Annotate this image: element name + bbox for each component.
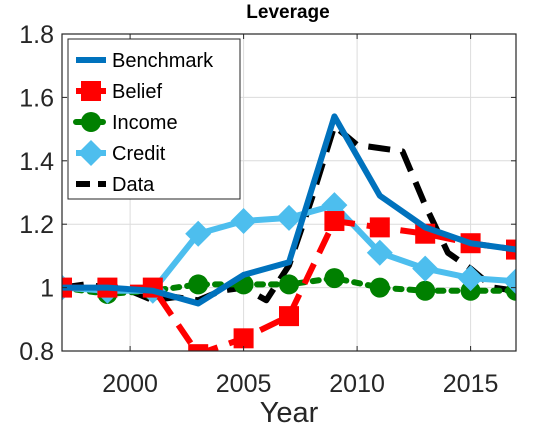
x-tick-label: 2015 — [443, 370, 499, 398]
data-point-circle — [279, 274, 299, 295]
data-point-circle — [369, 277, 390, 298]
data-point-square — [279, 306, 299, 327]
data-point-circle — [81, 112, 101, 132]
axis-ticks — [62, 33, 516, 352]
data-point-circle — [415, 280, 436, 301]
legend-item-credit: Credit — [76, 140, 166, 166]
legend: Benchmark Belief Income Credit Data — [67, 38, 241, 200]
y-tick-label: 1.2 — [19, 211, 54, 239]
axis-tick-labels: 2000 2005 2010 2015 0.8 1 1.2 1.4 1.6 1.8 — [19, 21, 498, 398]
data-point-circle — [188, 274, 209, 295]
data-point-circle — [324, 268, 345, 289]
legend-label: Belief — [112, 81, 162, 103]
x-tick-label: 2000 — [102, 370, 158, 398]
data-point-square — [233, 328, 254, 349]
data-point-square — [324, 211, 345, 232]
legend-item-belief: Belief — [76, 81, 162, 103]
data-point-diamond — [412, 255, 439, 282]
y-tick-label: 1.8 — [19, 21, 54, 49]
chart-title: Leverage — [246, 2, 329, 23]
x-axis-label: Year — [260, 397, 319, 429]
data-point-square — [369, 217, 390, 238]
data-point-diamond — [185, 220, 212, 247]
legend-label: Income — [112, 112, 178, 134]
x-tick-label: 2005 — [216, 370, 272, 398]
legend-item-income: Income — [73, 112, 178, 134]
legend-item-data: Data — [76, 174, 155, 196]
plot-frame — [61, 33, 517, 352]
y-tick-label: 1.4 — [19, 148, 54, 176]
x-tick-label: 2010 — [329, 370, 385, 398]
data-point-square — [81, 81, 101, 101]
legend-label: Benchmark — [112, 50, 214, 72]
y-tick-label: 0.8 — [19, 338, 54, 366]
data-point-diamond — [230, 208, 257, 235]
series-line-benchmark — [62, 113, 516, 307]
data-point-diamond — [366, 239, 393, 266]
data-point-diamond — [276, 204, 302, 231]
y-tick-label: 1 — [40, 275, 54, 303]
data-point-square — [188, 344, 209, 351]
legend-item-benchmark: Benchmark — [76, 50, 214, 72]
data-point-diamond — [457, 265, 484, 292]
legend-label: Credit — [112, 143, 166, 165]
series-layer — [62, 113, 516, 351]
y-tick-label: 1.6 — [19, 84, 54, 112]
legend-label: Data — [112, 174, 155, 196]
series-benchmark — [62, 113, 516, 307]
data-point-diamond — [78, 140, 104, 166]
